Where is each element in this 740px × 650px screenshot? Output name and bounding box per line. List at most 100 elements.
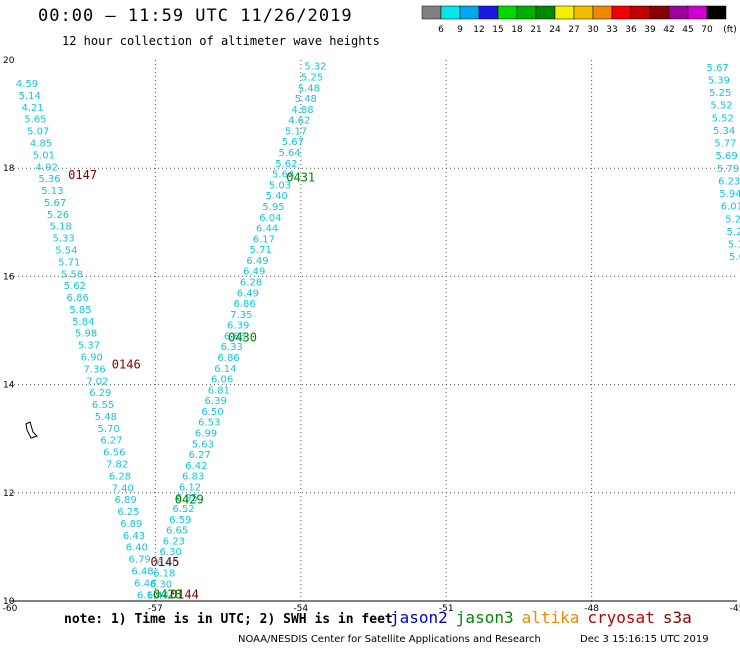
wave-height-label: 5.77 (714, 139, 736, 150)
wave-height-label: 6.42 (185, 461, 207, 472)
pass-time-label: 0430 (228, 330, 257, 344)
wave-height-label: 7.82 (106, 460, 128, 471)
credit-text: NOAA/NESDIS Center for Satellite Applica… (238, 634, 541, 645)
wave-height-label: 6.18 (153, 569, 175, 580)
x-tick-label: -48 (584, 604, 599, 614)
wave-height-label: 5.07 (27, 127, 49, 138)
wave-height-label: 6.99 (195, 428, 217, 439)
map-subtitle: 12 hour collection of altimeter wave hei… (62, 34, 380, 48)
wave-height-label: 6.06 (211, 375, 233, 386)
wave-height-label: 5.52 (710, 101, 732, 112)
legend-unit: (ft) (723, 25, 737, 35)
satellite-name: cryosat (587, 608, 655, 627)
legend-label: 39 (644, 25, 656, 35)
wave-height-label: 6.95 (176, 493, 198, 504)
wave-height-label: 6.27 (100, 436, 122, 447)
wave-height-label: 6.43 (123, 531, 145, 542)
pass-time-label: 0428 (153, 587, 182, 601)
y-tick-label: 16 (3, 272, 15, 282)
wave-height-label: 6.29 (89, 388, 111, 399)
legend-label: 36 (625, 25, 637, 35)
wave-height-label: 5.01 (33, 150, 55, 161)
wave-height-label: 5.25 (709, 88, 731, 99)
wave-height-label: 7.40 (112, 483, 134, 494)
island-outline (25, 421, 38, 439)
wave-height-label: 5.2 (726, 227, 740, 238)
legend-label: 21 (530, 25, 541, 35)
wave-height-label: 6.83 (182, 472, 204, 483)
pass-time-label: 0147 (68, 168, 97, 182)
y-tick-label: 10 (3, 597, 15, 607)
wave-height-label: 5.98 (75, 329, 97, 340)
wave-height-label: 6.46 (134, 578, 156, 589)
wave-height-label: 6.30 (160, 547, 182, 558)
legend-label: 12 (473, 25, 484, 35)
wave-height-label: 6.55 (92, 400, 114, 411)
wave-height-label: 6.65 (166, 526, 188, 537)
y-tick-label: 18 (3, 164, 15, 174)
legend-label: 15 (492, 25, 503, 35)
wave-height-label: 6.89 (114, 495, 136, 506)
x-tick-label: -51 (439, 604, 454, 614)
legend-label: 24 (549, 25, 561, 35)
wave-height-label: 6.01 (721, 202, 740, 213)
wave-height-label: 6.83 (224, 331, 246, 342)
wave-height-label: 6.39 (205, 396, 227, 407)
y-tick-label: 12 (3, 489, 14, 499)
wave-height-label: 6.23 (163, 536, 185, 547)
wave-height-label: 5.84 (72, 317, 94, 328)
wave-height-label: 6.49 (237, 288, 259, 299)
pass-time-label: 0431 (286, 171, 315, 185)
satellite-name: jason2 (390, 608, 448, 627)
satellite-name: altika (521, 608, 580, 627)
satellite-name: s3a (662, 608, 692, 627)
legend-label: 33 (606, 25, 617, 35)
wave-height-label: 5.48 (298, 83, 320, 94)
wave-height-label: 6.86 (217, 353, 239, 364)
wave-height-label: 6.27 (188, 450, 210, 461)
wave-height-label: 6.90 (81, 353, 103, 364)
wave-height-label: 5.13 (41, 186, 63, 197)
wave-height-label: 5.39 (708, 75, 730, 86)
y-tick-label: 20 (3, 56, 15, 66)
wave-height-label: 5.48 (95, 412, 117, 423)
wave-height-label: 4.88 (291, 105, 313, 116)
wave-height-label: 6.30 (150, 580, 172, 591)
wave-height-label: 5.64 (272, 170, 294, 181)
wave-height-label: 6.44 (147, 590, 169, 601)
wave-height-label: 6.52 (172, 504, 194, 515)
wave-height-label: 6.04 (259, 213, 281, 224)
wave-height-label: 5.71 (58, 257, 80, 268)
satellite-legend: jason2 jason3 altika cryosat s3a (390, 608, 700, 627)
wave-height-label: 6.59 (169, 515, 191, 526)
wave-height-label: 5.67 (44, 198, 66, 209)
wave-height-label: 5.71 (250, 245, 272, 256)
wave-height-label: 5.34 (713, 126, 735, 137)
wave-height-label: 4.21 (21, 103, 43, 114)
wave-height-label: 5.36 (38, 174, 60, 185)
wave-height-label: 6.40 (156, 558, 178, 569)
satellite-name: jason3 (455, 608, 514, 627)
map-title: 00:00 – 11:59 UTC 11/26/2019 (38, 6, 353, 26)
wave-height-label: 6.56 (103, 448, 125, 459)
wave-height-label: 6.10 (137, 590, 159, 601)
wave-height-label: 5.33 (52, 234, 74, 245)
wave-height-label: 5.69 (716, 151, 738, 162)
wave-height-label: 5.37 (78, 341, 100, 352)
wave-height-label: 6.49 (246, 256, 268, 267)
wave-height-label: 6.17 (253, 234, 275, 245)
wave-height-label: 7.02 (86, 376, 108, 387)
wave-height-label: 5.25 (301, 73, 323, 84)
wave-height-label: 6.39 (227, 321, 249, 332)
wave-height-label: 5.54 (55, 246, 77, 257)
wave-height-label: 6.48 (131, 567, 153, 578)
wave-height-label: 4.59 (16, 79, 38, 90)
wave-height-label: 6.44 (256, 224, 278, 235)
wave-height-label: 6.28 (109, 471, 131, 482)
note-text: note: 1) Time is in UTC; 2) SWH is in fe… (64, 612, 393, 627)
wave-height-label: 5.48 (295, 94, 317, 105)
wave-height-label: 5.67 (706, 63, 728, 74)
wave-height-label: 6.40 (126, 543, 148, 554)
wave-height-label: 6.28 (240, 277, 262, 288)
